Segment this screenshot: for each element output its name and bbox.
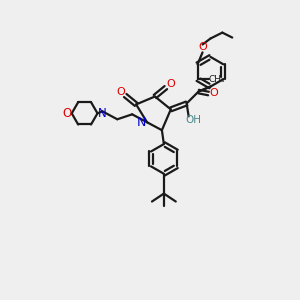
Text: CH₃: CH₃	[208, 75, 225, 84]
Text: O: O	[209, 88, 218, 98]
Text: O: O	[198, 43, 207, 52]
Text: N: N	[98, 107, 107, 120]
Text: OH: OH	[186, 115, 202, 125]
Text: O: O	[167, 79, 175, 88]
Text: O: O	[116, 86, 125, 97]
Text: O: O	[62, 107, 71, 120]
Text: N: N	[136, 116, 146, 129]
